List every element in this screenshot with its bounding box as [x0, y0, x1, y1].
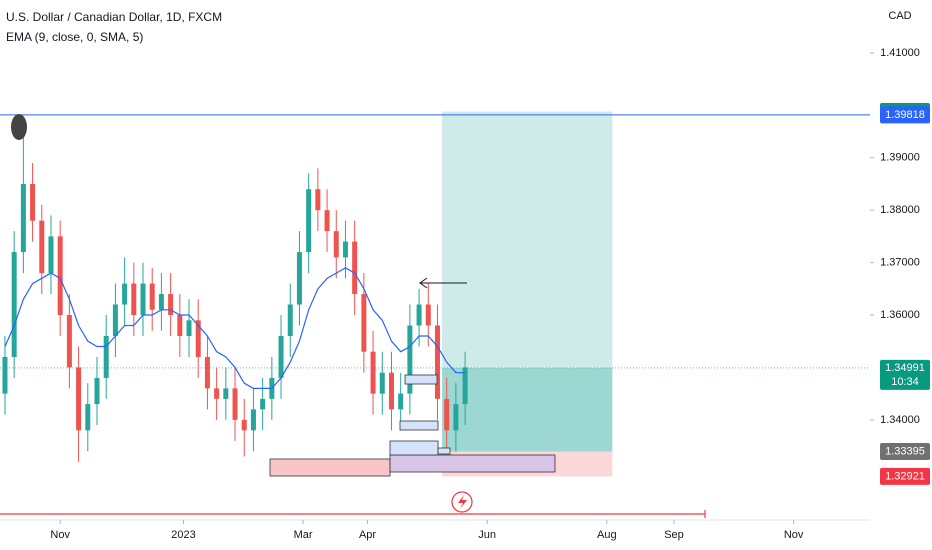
candle-body — [342, 241, 348, 258]
x-tick-label: 2023 — [171, 529, 195, 541]
candle-body — [416, 304, 422, 326]
candle-body — [398, 393, 404, 410]
ema-line — [4, 267, 466, 389]
candle-body — [434, 325, 440, 399]
candle-body — [370, 351, 376, 394]
price-label: 1.32921 — [885, 470, 925, 482]
plot-area — [0, 111, 870, 477]
zone-box — [399, 420, 439, 431]
candle-body — [352, 241, 358, 295]
candle-body — [379, 372, 385, 394]
y-tick-label: 1.39000 — [880, 152, 920, 164]
candle-body — [11, 252, 17, 357]
marker-ellipse — [11, 114, 27, 140]
candle-body — [278, 335, 284, 378]
arrow-head — [419, 277, 428, 289]
candle-body — [94, 377, 100, 405]
candle-body — [444, 398, 450, 431]
y-tick-label: 1.37000 — [880, 257, 920, 269]
candle-body — [250, 409, 256, 431]
candle-body — [232, 388, 238, 420]
candle-body — [168, 294, 174, 316]
candle-body — [324, 210, 330, 232]
candle-body — [306, 189, 312, 253]
x-tick-label: Nov — [50, 529, 70, 541]
profit-zone — [442, 367, 613, 452]
candle-body — [315, 189, 321, 211]
candle-body — [2, 356, 8, 394]
zone-box — [404, 374, 438, 385]
candle-body — [122, 283, 128, 305]
candle-body — [186, 320, 192, 336]
axis-currency: CAD — [888, 10, 911, 22]
event-icon-bolt — [458, 495, 467, 509]
candle-body — [158, 294, 164, 310]
candle-body — [85, 404, 91, 431]
candle-body — [76, 367, 82, 431]
target-zone — [442, 111, 613, 368]
indicator-label: EMA (9, close, 0, SMA, 5) — [6, 30, 143, 44]
candle-body — [39, 220, 45, 274]
candle-body — [453, 404, 459, 431]
y-tick-label: 1.34000 — [880, 414, 920, 426]
price-label-bg — [880, 359, 930, 390]
candle-body — [287, 304, 293, 336]
zone-box — [389, 454, 556, 473]
candle-body — [149, 283, 155, 310]
candle-body — [112, 304, 118, 336]
candle-body — [214, 388, 220, 399]
candle-body — [57, 236, 63, 316]
candle-body — [260, 398, 266, 410]
price-label: 1.33395 — [885, 445, 925, 457]
candle-body — [296, 252, 302, 305]
candle-body — [425, 304, 431, 326]
candle-body — [333, 231, 339, 258]
drawings — [0, 114, 706, 518]
candle-body — [195, 320, 201, 357]
y-tick-label: 1.41000 — [880, 47, 920, 59]
price-label: 1.39818 — [885, 109, 925, 121]
candle-body — [140, 283, 146, 316]
x-tick-label: Mar — [294, 529, 313, 541]
candle-body — [177, 315, 183, 336]
candle-body — [407, 325, 413, 394]
countdown-label: 10:34 — [891, 376, 919, 388]
chart-title: U.S. Dollar / Canadian Dollar, 1D, FXCM — [6, 10, 222, 24]
candle-body — [388, 372, 394, 410]
candle-body — [103, 335, 109, 378]
candle-body — [241, 419, 247, 431]
candle-body — [462, 367, 468, 405]
zone-box — [389, 440, 439, 456]
candle-body — [131, 283, 137, 316]
x-tick-label: Apr — [359, 529, 376, 541]
x-tick-label: Jun — [478, 529, 496, 541]
x-tick-label: Nov — [784, 529, 804, 541]
zone-box — [269, 458, 391, 477]
x-tick-label: Sep — [664, 529, 684, 541]
candle-body — [223, 388, 229, 399]
candle-body — [204, 356, 210, 389]
candle-body — [48, 236, 54, 274]
candle-body — [20, 183, 26, 253]
price-label-bg — [880, 467, 930, 485]
price-label: 1.34991 — [885, 362, 925, 374]
y-tick-label: 1.38000 — [880, 204, 920, 216]
zone-box — [437, 447, 451, 455]
candle-body — [30, 183, 36, 221]
candle-body — [66, 315, 72, 368]
price-label-bg — [880, 106, 930, 124]
price-label-bg — [880, 443, 930, 461]
candle-body — [361, 294, 367, 352]
x-tick-label: Aug — [597, 529, 617, 541]
y-tick-label: 1.36000 — [880, 309, 920, 321]
